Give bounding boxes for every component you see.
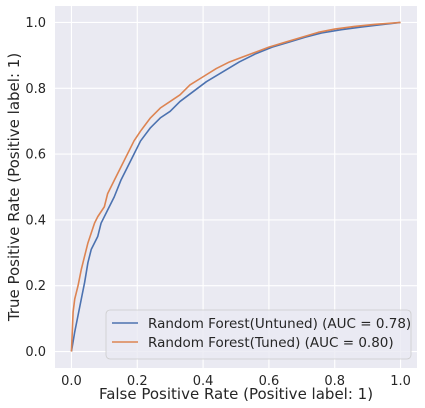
x-tick-label: 1.0: [390, 374, 411, 389]
x-tick-label: 0.0: [61, 374, 82, 389]
grid: [55, 6, 417, 368]
y-tick-label: 0.0: [25, 345, 46, 360]
legend-label-untuned: Random Forest(Untuned) (AUC = 0.78): [148, 316, 411, 332]
x-tick-label: 0.6: [259, 374, 280, 389]
y-tick-label: 0.2: [25, 279, 46, 294]
x-tick-label: 0.4: [193, 374, 214, 389]
y-tick-label: 1.0: [25, 16, 46, 31]
x-axis-label: False Positive Rate (Positive label: 1): [99, 385, 373, 403]
y-tick-label: 0.8: [25, 82, 46, 97]
y-axis-label: True Positive Rate (Positive label: 1): [5, 53, 23, 322]
plot-area-background: [55, 6, 417, 368]
series-line-tuned: [70, 21, 401, 352]
series-line-untuned: [70, 21, 401, 352]
y-tick-label: 0.6: [25, 148, 46, 163]
legend-box: [105, 309, 412, 360]
legend-label-tuned: Random Forest(Tuned) (AUC = 0.80): [148, 335, 394, 351]
tick-labels: 0.0 0.2 0.4 0.6 0.8 1.0 0.0 0.2 0.4 0.6 0.8 1.0: [25, 16, 411, 389]
series-lines: [70, 21, 401, 352]
y-tick-label: 0.4: [25, 213, 46, 228]
x-tick-label: 0.8: [324, 374, 345, 389]
legend: Random Forest(Untuned) (AUC = 0.78) Rand…: [105, 309, 412, 360]
x-tick-label: 0.2: [127, 374, 148, 389]
